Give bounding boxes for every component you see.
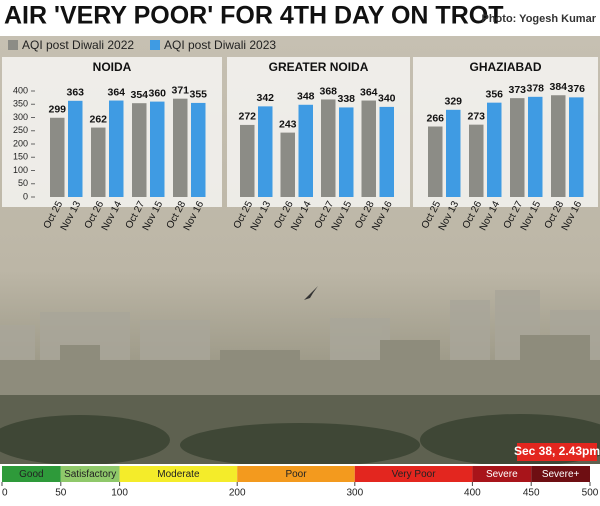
bar	[173, 98, 188, 197]
bar	[510, 98, 525, 197]
value-label: 364	[360, 86, 378, 98]
value-label: 364	[107, 86, 125, 98]
value-label: 299	[48, 104, 66, 116]
value-label: 272	[238, 111, 256, 123]
scale-tick-label: 500	[582, 488, 599, 499]
value-label: 368	[319, 85, 337, 97]
scale-tick-label: 50	[55, 488, 67, 499]
scale-segment	[2, 466, 61, 482]
value-label: 384	[549, 81, 567, 93]
caption-box	[517, 443, 597, 461]
scale-tick-label: 0	[2, 488, 8, 499]
value-label: 355	[189, 89, 207, 101]
bar	[258, 106, 273, 197]
scale-tick-label: 400	[464, 488, 481, 499]
legend: AQI post Diwali 2022 AQI post Diwali 2023	[8, 38, 276, 52]
y-tick-label: 100	[13, 165, 28, 175]
y-tick-label: 50	[18, 178, 28, 188]
y-tick-label: 350	[13, 99, 28, 109]
bar	[428, 126, 443, 197]
bar	[150, 101, 165, 197]
scale-label: Severe+	[542, 469, 580, 480]
value-label: 354	[130, 89, 148, 101]
scale-segment	[237, 466, 355, 482]
bar	[339, 107, 354, 197]
scale-label: Severe	[486, 469, 518, 480]
aqi-scale: Good Satisfactory Moderate Poor Very Poor Sev…	[0, 464, 600, 501]
scale-tick-label: 100	[111, 488, 128, 499]
chart-title: GHAZIABAD	[470, 60, 542, 74]
legend-label: AQI post Diwali 2023	[164, 38, 276, 52]
legend-swatch	[150, 40, 160, 50]
value-label: 273	[467, 110, 485, 122]
value-label: 243	[279, 118, 297, 130]
scale-tick-label: 200	[229, 488, 246, 499]
scale-segment	[472, 466, 532, 482]
value-label: 262	[89, 113, 107, 125]
panel	[413, 57, 598, 207]
bar	[280, 132, 295, 197]
bar	[551, 95, 566, 197]
bar	[379, 106, 394, 197]
legend-label: AQI post Diwali 2022	[22, 38, 134, 52]
value-label: 371	[171, 84, 189, 96]
scale-tick-label: 450	[523, 488, 540, 499]
value-label: 266	[426, 112, 444, 124]
scale-label: Moderate	[157, 469, 200, 480]
value-label: 378	[526, 83, 544, 95]
scale-segment	[119, 466, 238, 482]
value-label: 342	[256, 92, 274, 104]
bar	[361, 100, 376, 197]
legend-swatch	[8, 40, 18, 50]
value-label: 373	[508, 84, 526, 96]
photo-credit: Photo: Yogesh Kumar	[482, 13, 597, 25]
scale-label: Very Poor	[392, 469, 437, 480]
bar	[528, 96, 543, 197]
scale-segment	[60, 466, 120, 482]
scale-label: Good	[19, 469, 43, 480]
bar	[446, 109, 461, 197]
scale-label: Poor	[285, 469, 307, 480]
bar	[109, 100, 124, 197]
photo-caption: Sec 38, 2.43pm	[514, 444, 600, 458]
value-label: 376	[567, 83, 585, 95]
value-label: 338	[337, 93, 355, 105]
scale-label: Satisfactory	[64, 469, 116, 480]
bar	[191, 102, 206, 197]
bar	[298, 104, 313, 197]
bar	[91, 127, 106, 197]
title: AIR 'VERY POOR' FOR 4TH DAY ON TROT	[4, 2, 503, 30]
bar	[240, 124, 255, 197]
value-label: 340	[378, 93, 396, 105]
bar	[469, 124, 484, 197]
y-tick-label: 0	[23, 191, 28, 201]
bar	[132, 103, 147, 197]
bar	[569, 97, 584, 197]
y-tick-label: 250	[13, 125, 28, 135]
value-label: 356	[485, 88, 503, 100]
value-label: 348	[297, 91, 315, 103]
chart-title: NOIDA	[93, 60, 132, 74]
y-tick-label: 150	[13, 152, 28, 162]
chart-title: GREATER NOIDA	[269, 60, 369, 74]
scale-tick-label: 300	[346, 488, 363, 499]
scale-segment	[531, 466, 590, 482]
bar	[321, 99, 336, 197]
value-label: 363	[66, 87, 84, 99]
bar	[50, 117, 65, 197]
value-label: 329	[444, 96, 462, 108]
bar	[487, 102, 502, 197]
y-tick-label: 300	[13, 112, 28, 122]
y-tick-label: 400	[13, 85, 28, 95]
y-tick-label: 200	[13, 138, 28, 148]
value-label: 360	[148, 87, 166, 99]
scale-segment	[354, 466, 473, 482]
bar	[68, 100, 83, 197]
